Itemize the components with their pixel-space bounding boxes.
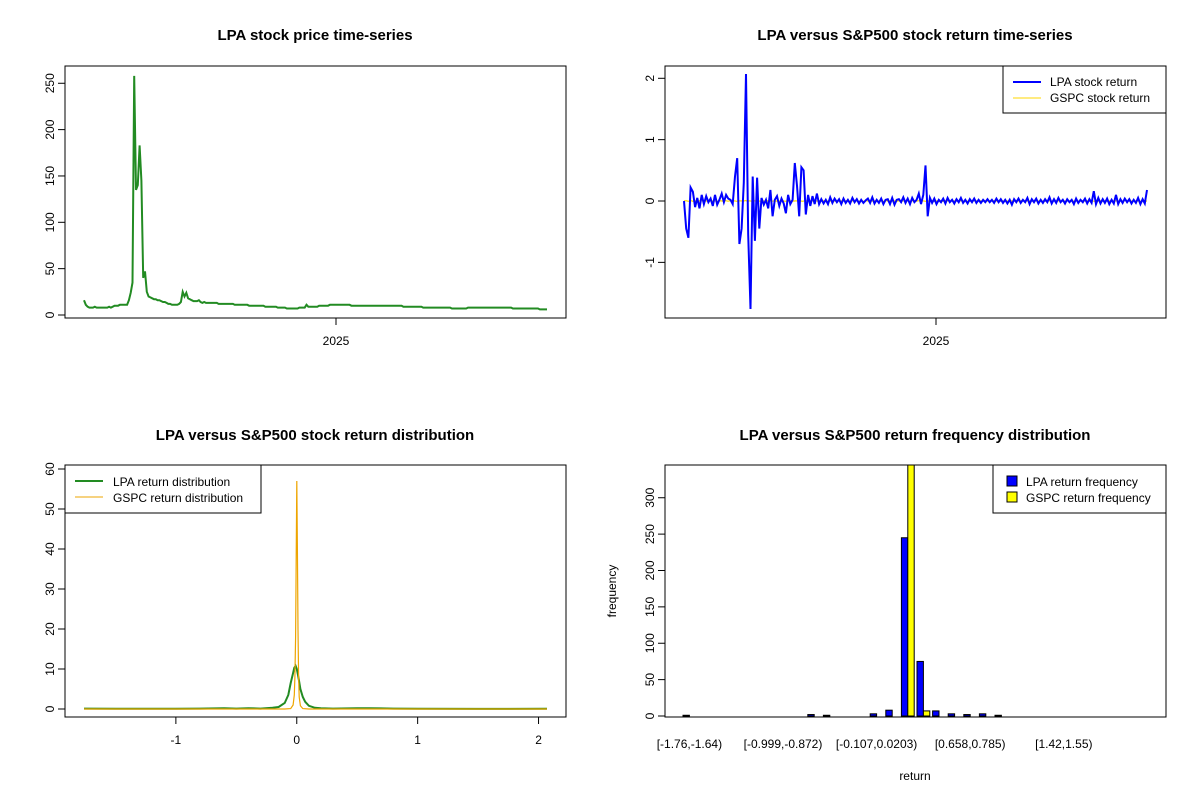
y-axis-distribution-tick-label: 20 — [43, 622, 57, 636]
x-axis-distribution-tick-label: -1 — [171, 733, 182, 747]
panel-price: LPA stock price time-series 0 50 100 150 200… — [43, 27, 567, 348]
x-axis-returns: 2025 — [923, 318, 950, 348]
x-axis-distribution-tick-label: 1 — [414, 733, 421, 747]
y-axis-price-tick-label: 0 — [43, 311, 57, 318]
y-axis-frequency-tick-label: 50 — [643, 673, 657, 687]
y-axis-returns: -1 0 1 2 — [643, 75, 666, 268]
bar-lpa-frequency — [885, 709, 893, 717]
bar-lpa-frequency — [807, 714, 815, 717]
x-axis-distribution: -1 0 1 2 — [171, 716, 542, 747]
x-axis-frequency: [-1.76,-1.64) [-0.999,-0.872) [-0.107,0.02… — [657, 737, 1093, 751]
y-axis-distribution-tick-label: 30 — [43, 582, 57, 596]
bar-lpa-frequency — [869, 713, 878, 717]
legend-label-gspc-density: GSPC return distribution — [113, 491, 243, 505]
bar-lpa-frequency — [916, 660, 924, 717]
panel-returns: LPA versus S&P500 stock return time-seri… — [643, 27, 1167, 348]
y-axis-returns-tick-label: 0 — [643, 197, 657, 204]
series-line-lpa-return — [683, 73, 1148, 310]
y-axis-price-tick-label: 200 — [43, 119, 57, 139]
legend-label-gspc-return: GSPC stock return — [1050, 91, 1150, 105]
y-axis-label-frequency: frequency — [605, 565, 619, 618]
bars-frequency — [682, 464, 1002, 717]
x-axis-returns-tick-label: 2025 — [923, 334, 950, 348]
bar-lpa-frequency — [932, 710, 940, 717]
y-axis-returns-tick-label: 2 — [643, 75, 657, 82]
panel-distribution: LPA versus S&P500 stock return distribut… — [43, 427, 567, 747]
x-axis-distribution-tick-label: 0 — [293, 733, 300, 747]
x-axis-label-frequency: return — [899, 769, 930, 783]
bar-lpa-frequency — [963, 714, 971, 717]
legend-distribution: LPA return distribution GSPC return dist… — [64, 464, 262, 514]
x-axis-price-tick-label: 2025 — [323, 334, 350, 348]
legend-swatch-lpa-frequency — [1006, 475, 1018, 487]
x-axis-frequency-tick-label: [-1.76,-1.64) — [657, 737, 722, 751]
x-axis-frequency-tick-label: [-0.107,0.0203) — [836, 737, 917, 751]
x-axis-frequency-tick-label: [1.42,1.55) — [1035, 737, 1092, 751]
bar-lpa-frequency — [900, 537, 909, 717]
chart-title-distribution: LPA versus S&P500 stock return distribut… — [156, 427, 474, 444]
legend-label-lpa-density: LPA return distribution — [113, 475, 230, 489]
bar-lpa-frequency — [978, 713, 987, 717]
bar-lpa-frequency — [994, 714, 1002, 717]
y-axis-distribution-tick-label: 60 — [43, 462, 57, 476]
legend-swatch-gspc-frequency — [1006, 491, 1018, 503]
x-axis-frequency-tick-label: [-0.999,-0.872) — [744, 737, 823, 751]
y-axis-distribution-tick-label: 0 — [43, 705, 57, 712]
y-axis-frequency-tick-label: 200 — [643, 560, 657, 580]
series-line-lpa-price — [83, 75, 547, 311]
y-axis-frequency-tick-label: 300 — [643, 487, 657, 507]
y-axis-distribution-tick-label: 50 — [43, 502, 57, 516]
bar-gspc-frequency — [922, 710, 931, 717]
y-axis-frequency-tick-label: 100 — [643, 633, 657, 653]
y-axis-price-tick-label: 250 — [43, 73, 57, 93]
y-axis-price-tick-label: 50 — [43, 262, 57, 276]
legend-frequency: LPA return frequency GSPC return frequen… — [992, 464, 1167, 514]
chart-title-price: LPA stock price time-series — [217, 27, 412, 44]
y-axis-price-tick-label: 100 — [43, 212, 57, 232]
y-axis-frequency: 0 50 100 150 200 250 300 — [643, 487, 666, 719]
y-axis-returns-tick-label: 1 — [643, 136, 657, 143]
y-axis-price-tick-label: 150 — [43, 166, 57, 186]
panel-frequency: LPA versus S&P500 return frequency distr… — [605, 427, 1167, 783]
x-axis-frequency-tick-label: [0.658,0.785) — [935, 737, 1006, 751]
legend-label-gspc-frequency: GSPC return frequency — [1026, 491, 1151, 505]
x-axis-distribution-tick-label: 2 — [535, 733, 542, 747]
bar-gspc-frequency — [907, 464, 915, 717]
y-axis-frequency-tick-label: 150 — [643, 597, 657, 617]
y-axis-price: 0 50 100 150 200 250 — [43, 73, 66, 318]
series-line-gspc-density — [84, 480, 547, 710]
chart-title-frequency: LPA versus S&P500 return frequency distr… — [740, 427, 1091, 444]
legend-returns: LPA stock return GSPC stock return — [1002, 65, 1167, 114]
legend-label-lpa-frequency: LPA return frequency — [1026, 475, 1138, 489]
bar-lpa-frequency — [682, 714, 690, 717]
legend-label-lpa-return: LPA stock return — [1050, 75, 1137, 89]
chart-title-returns: LPA versus S&P500 stock return time-seri… — [757, 27, 1072, 44]
bar-lpa-frequency — [947, 713, 956, 717]
y-axis-returns-tick-label: -1 — [643, 257, 657, 268]
y-axis-frequency-tick-label: 250 — [643, 524, 657, 544]
bar-lpa-frequency — [822, 714, 831, 717]
y-axis-distribution-tick-label: 40 — [43, 542, 57, 556]
y-axis-distribution-tick-label: 10 — [43, 662, 57, 676]
x-axis-price: 2025 — [323, 318, 350, 348]
y-axis-frequency-tick-label: 0 — [643, 712, 657, 719]
